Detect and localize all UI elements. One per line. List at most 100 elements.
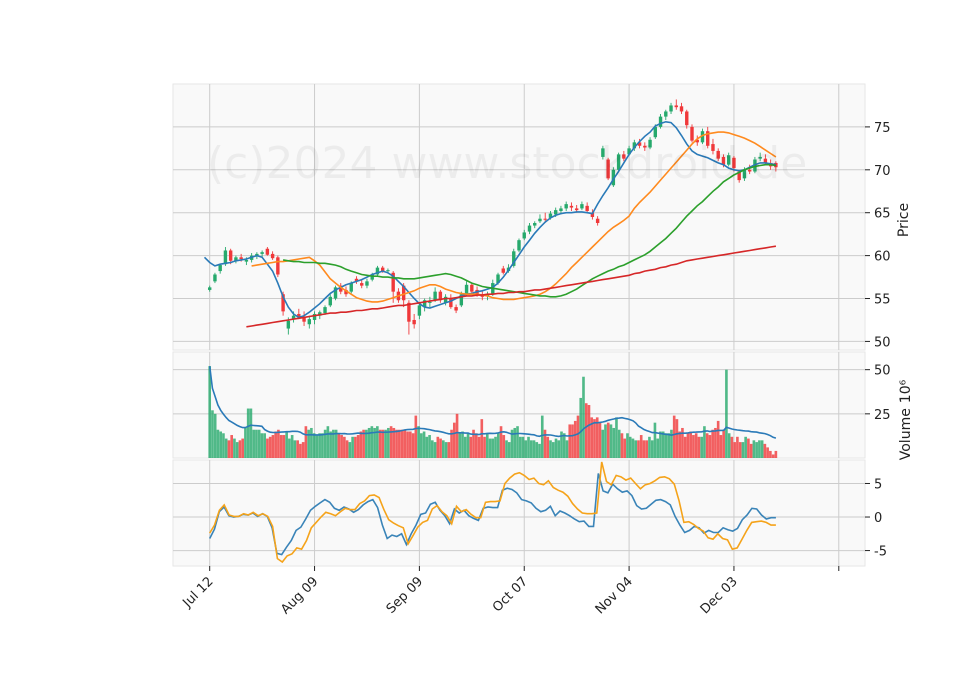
candle-body (265, 248, 270, 255)
volume-bar (376, 426, 379, 458)
price-ytick-label-5: 75 (874, 121, 891, 136)
volume-bar (268, 436, 272, 458)
volume-ytick-label-1: 50 (874, 364, 891, 379)
volume-bar (532, 440, 536, 458)
volume-bar (411, 433, 415, 458)
volume-bar (601, 429, 605, 458)
volume-bar (615, 417, 618, 458)
candle-body (339, 285, 343, 292)
volume-bar (711, 429, 714, 458)
candle-body (239, 257, 243, 260)
candle-body (590, 212, 595, 217)
candle-body (454, 307, 458, 311)
volume-bar (252, 429, 255, 458)
volume-bar (312, 433, 316, 458)
volume-bar (444, 442, 448, 458)
volume-bar (326, 426, 330, 458)
oscillator-ytick-label-0: -5 (874, 545, 887, 560)
volume-bar (648, 436, 651, 458)
volume-bar (403, 429, 407, 458)
candle-body (297, 313, 301, 318)
candle-body (496, 274, 500, 284)
volume-bar (455, 413, 459, 458)
volume-bar (758, 440, 761, 458)
oscillator-ytick-label-2: 5 (874, 477, 882, 492)
volume-bar (683, 436, 687, 458)
candle-body (307, 319, 312, 325)
volume-bar (513, 427, 517, 458)
volume-bar (543, 429, 547, 458)
volume-bar (535, 442, 539, 458)
volume-bar (452, 422, 456, 458)
price-line-ma_red (246, 245, 777, 328)
candle-body (270, 253, 275, 259)
candle-body (443, 296, 448, 303)
candle-body (716, 150, 720, 159)
volume-average-line (208, 366, 777, 439)
volume-bar (700, 436, 703, 458)
volume-bar (474, 433, 478, 458)
volume-bar (595, 417, 599, 458)
volume-bar (623, 438, 627, 458)
volume-bar (277, 429, 280, 458)
volume-bar (604, 424, 607, 458)
price-axis-label: Price (896, 203, 912, 237)
volume-bar (450, 429, 453, 458)
volume-bar (538, 443, 541, 458)
price-line-ma_green (282, 163, 777, 298)
volume-bar (417, 426, 420, 458)
volume-bar (551, 442, 555, 458)
volume-bar (670, 429, 673, 458)
volume-bar (496, 433, 500, 458)
candle-body (228, 250, 233, 261)
volume-bar (406, 431, 409, 458)
volume-bar (678, 431, 681, 458)
volume-bar (332, 429, 335, 458)
candle-body (354, 278, 359, 282)
volume-axis-exponent: 10⁶ (898, 379, 914, 403)
volume-bar (458, 433, 462, 458)
volume-axis-label: Volume 10⁶ (898, 379, 914, 460)
volume-bar (400, 429, 404, 458)
candle-body (721, 156, 726, 165)
volume-bar (708, 435, 712, 458)
volume-bar (560, 431, 563, 458)
volume-bar (661, 431, 665, 458)
volume-bar (736, 436, 739, 458)
candle-body (616, 154, 621, 170)
volume-bar (546, 436, 550, 458)
volume-bar (235, 442, 239, 458)
volume-bar (299, 443, 302, 458)
volume-bar (340, 435, 343, 458)
volume-bar (617, 429, 621, 458)
candle-body (763, 158, 768, 163)
volume-bar (348, 442, 352, 458)
volume-bar (219, 431, 223, 458)
candle-body (281, 294, 285, 312)
candle-body (606, 159, 610, 179)
volume-bar (436, 436, 440, 458)
volume-bar (557, 440, 561, 458)
candle-body (632, 142, 637, 149)
volume-bar (681, 427, 684, 458)
candle-body (517, 240, 521, 251)
volume-bar (609, 424, 613, 458)
volume-bar (230, 435, 233, 458)
candle-body (726, 155, 731, 165)
candle-body (522, 232, 526, 239)
candle-body (328, 296, 332, 306)
candle-body (312, 313, 317, 320)
candle-body (449, 298, 453, 308)
candle-body (485, 294, 490, 296)
candle-body (391, 272, 395, 292)
volume-bar (422, 431, 426, 458)
volume-bar (241, 438, 244, 458)
volume-bar (359, 431, 363, 458)
candle-body (658, 116, 663, 127)
volume-bar (582, 376, 585, 458)
volume-bar (472, 429, 475, 458)
volume-bar (771, 454, 775, 458)
volume-bar (392, 427, 396, 458)
volume-bar (222, 433, 225, 458)
volume-bar (659, 431, 662, 458)
